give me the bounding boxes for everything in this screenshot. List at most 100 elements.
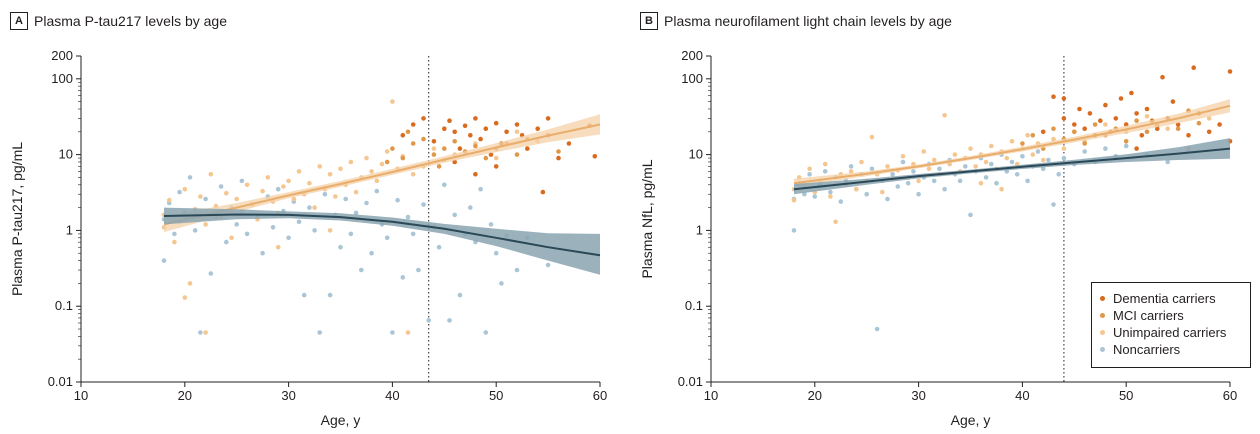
point-noncarrier (192, 228, 198, 233)
point-dementia (1191, 65, 1196, 70)
point-unimpaired (926, 166, 932, 172)
y-tick-label: 200 (51, 48, 73, 63)
point-noncarrier (239, 178, 245, 184)
point-noncarrier (442, 182, 447, 188)
point-dementia (462, 123, 468, 129)
legend-item-dementia: Dementia carriers (1100, 290, 1216, 306)
point-noncarrier (405, 214, 411, 220)
point-noncarrier (885, 196, 890, 202)
point-noncarrier (1123, 143, 1129, 149)
point-noncarrier (353, 210, 359, 216)
point-mci (421, 136, 426, 142)
point-noncarrier (545, 262, 551, 268)
point-unimpaired (353, 189, 359, 195)
point-dementia (1139, 133, 1145, 138)
point-mci (1175, 126, 1181, 131)
point-mci (384, 159, 390, 165)
point-unimpaired (791, 197, 797, 203)
point-unimpaired (1051, 136, 1056, 142)
point-noncarrier (1035, 149, 1041, 154)
point-unimpaired (854, 186, 859, 192)
point-unimpaired (885, 164, 890, 169)
x-tick-label: 20 (178, 388, 192, 403)
point-unimpaired (989, 143, 994, 149)
point-unimpaired (405, 330, 411, 335)
point-dementia (1129, 90, 1134, 96)
fit-band-carriers (164, 114, 600, 233)
point-unimpaired (921, 149, 927, 154)
point-unimpaired (234, 196, 239, 202)
point-dementia (545, 116, 551, 121)
point-unimpaired (1144, 114, 1150, 119)
point-noncarrier (317, 330, 323, 335)
legend-label-noncarriers: Noncarriers (1113, 341, 1181, 357)
point-unimpaired (374, 178, 380, 184)
point-mci (431, 152, 437, 157)
point-noncarrier (1025, 178, 1030, 184)
point-noncarrier (416, 267, 421, 273)
x-tick-label: 60 (1223, 388, 1237, 403)
point-noncarrier (426, 318, 432, 323)
point-dementia (1155, 126, 1160, 131)
point-noncarrier (270, 225, 276, 230)
x-tick-label: 40 (1015, 388, 1029, 403)
y-axis-label: Plasma P-tau217, pg/mL (9, 142, 25, 296)
legend-dot-dementia (1100, 295, 1105, 301)
point-mci (1082, 141, 1087, 146)
point-unimpaired (848, 169, 854, 174)
point-noncarrier (895, 184, 901, 189)
point-dementia (1118, 96, 1124, 101)
fit-line-carriers (163, 123, 601, 226)
legend-item-unimpaired: Unimpaired carriers (1100, 324, 1226, 340)
legend: Dementia carriers MCI carriers Unimpaire… (1091, 282, 1251, 368)
point-unimpaired (229, 235, 234, 241)
point-unimpaired (1030, 152, 1036, 157)
point-mci (436, 164, 442, 169)
x-tick-label: 30 (281, 388, 295, 403)
point-noncarrier (286, 235, 291, 241)
panel-b-chart: 0.01 0.1 1 10 100 200 10 20 30 40 50 60 Age, y Plasma… (639, 48, 1237, 428)
point-noncarrier (499, 281, 504, 286)
point-dementia (525, 146, 530, 151)
point-noncarrier (488, 222, 494, 227)
x-axis-label: Age, y (321, 412, 361, 428)
point-unimpaired (286, 178, 291, 184)
y-axis-label: Plasma NfL, pg/mL (639, 159, 655, 278)
point-unimpaired (203, 330, 208, 335)
point-unimpaired (317, 164, 323, 169)
point-noncarrier (963, 164, 968, 169)
point-unimpaired (952, 152, 958, 157)
point-noncarrier (307, 205, 312, 210)
point-noncarrier (864, 191, 869, 197)
point-dementia (488, 152, 494, 157)
point-noncarrier (275, 186, 281, 192)
point-unimpaired (348, 159, 354, 165)
fit-band-noncarriers (164, 207, 600, 275)
point-unimpaired (493, 155, 499, 161)
point-dementia (1113, 116, 1119, 121)
point-unimpaired (338, 166, 343, 172)
point-noncarrier (1014, 172, 1020, 177)
point-dementia (1051, 94, 1056, 99)
y-tick-label: 100 (51, 71, 73, 86)
point-unimpaired (244, 182, 250, 188)
point-dementia (473, 116, 478, 121)
point-noncarrier (968, 212, 973, 218)
point-noncarrier (1103, 146, 1108, 151)
point-noncarrier (848, 164, 854, 169)
point-dementia (421, 116, 426, 121)
point-unimpaired (291, 196, 297, 202)
x-tick-label: 50 (489, 388, 503, 403)
point-mci (514, 152, 520, 157)
point-unimpaired (880, 189, 885, 195)
panel-a-chart: 0.01 0.1 1 10 100 200 10 20 30 40 50 60 Age, y Plasma… (9, 48, 607, 428)
point-mci (1030, 133, 1036, 138)
point-noncarrier (828, 189, 833, 195)
point-unimpaired (166, 197, 172, 203)
point-unimpaired (182, 186, 188, 192)
point-dementia (468, 133, 473, 138)
point-dementia (431, 139, 437, 144)
point-unimpaired (333, 194, 338, 199)
point-unimpaired (973, 164, 978, 169)
point-dementia (1103, 102, 1108, 108)
